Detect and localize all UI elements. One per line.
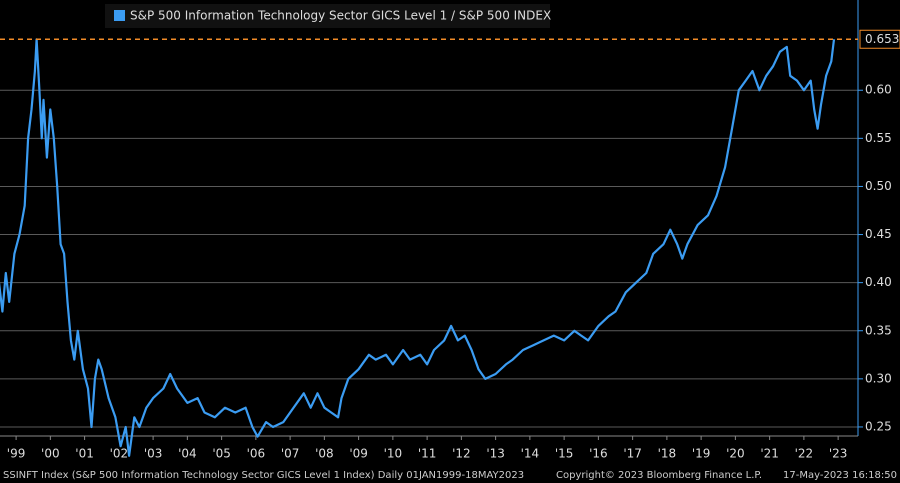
- y-tick-label: 0.30: [865, 371, 892, 385]
- x-tick-label: '03: [144, 447, 163, 461]
- x-tick-label: '12: [452, 447, 471, 461]
- last-value-box: [859, 29, 900, 49]
- x-tick-label: '19: [692, 447, 711, 461]
- x-tick-label: '15: [555, 447, 574, 461]
- x-tick-label: '99: [7, 447, 26, 461]
- x-tick-label: '16: [589, 447, 608, 461]
- y-tick-label: 0.40: [865, 275, 892, 289]
- x-tick-label: '01: [75, 447, 94, 461]
- x-tick-label: '11: [418, 447, 437, 461]
- y-tick-label: 0.45: [865, 227, 892, 241]
- y-tick-label: 0.50: [865, 179, 892, 193]
- legend-box: [105, 4, 550, 28]
- legend-swatch: [114, 10, 125, 21]
- legend-label: S&P 500 Information Technology Sector GI…: [130, 9, 551, 23]
- data-line: [0, 38, 836, 457]
- y-tick-label: 0.60: [865, 83, 892, 97]
- x-tick-label: '20: [726, 447, 745, 461]
- x-tick-label: '02: [110, 447, 129, 461]
- x-tick-label: '04: [178, 447, 197, 461]
- x-tick-label: '08: [315, 447, 334, 461]
- y-tick-label: 0.55: [865, 131, 892, 145]
- x-tick-label: '17: [623, 447, 642, 461]
- x-tick-label: '10: [384, 447, 403, 461]
- x-tick-label: '13: [486, 447, 505, 461]
- footer-copyright: Copyright© 2023 Bloomberg Finance L.P.: [556, 470, 762, 481]
- y-tick-label: 0.25: [865, 419, 892, 433]
- x-tick-label: '00: [41, 447, 60, 461]
- y-tick-label: 0.35: [865, 323, 892, 337]
- footer-timestamp: 17-May-2023 16:18:50: [783, 470, 897, 481]
- last-value-label: 0.653: [865, 32, 899, 46]
- x-tick-label: '07: [281, 447, 300, 461]
- x-tick-label: '05: [212, 447, 231, 461]
- x-tick-label: '18: [658, 447, 677, 461]
- footer-source: SSINFT Index (S&P 500 Information Techno…: [3, 470, 524, 481]
- x-tick-label: '21: [760, 447, 779, 461]
- x-tick-label: '14: [521, 447, 540, 461]
- x-tick-label: '23: [829, 447, 848, 461]
- x-tick-label: '09: [349, 447, 368, 461]
- x-tick-label: '22: [795, 447, 814, 461]
- x-tick-label: '06: [247, 447, 266, 461]
